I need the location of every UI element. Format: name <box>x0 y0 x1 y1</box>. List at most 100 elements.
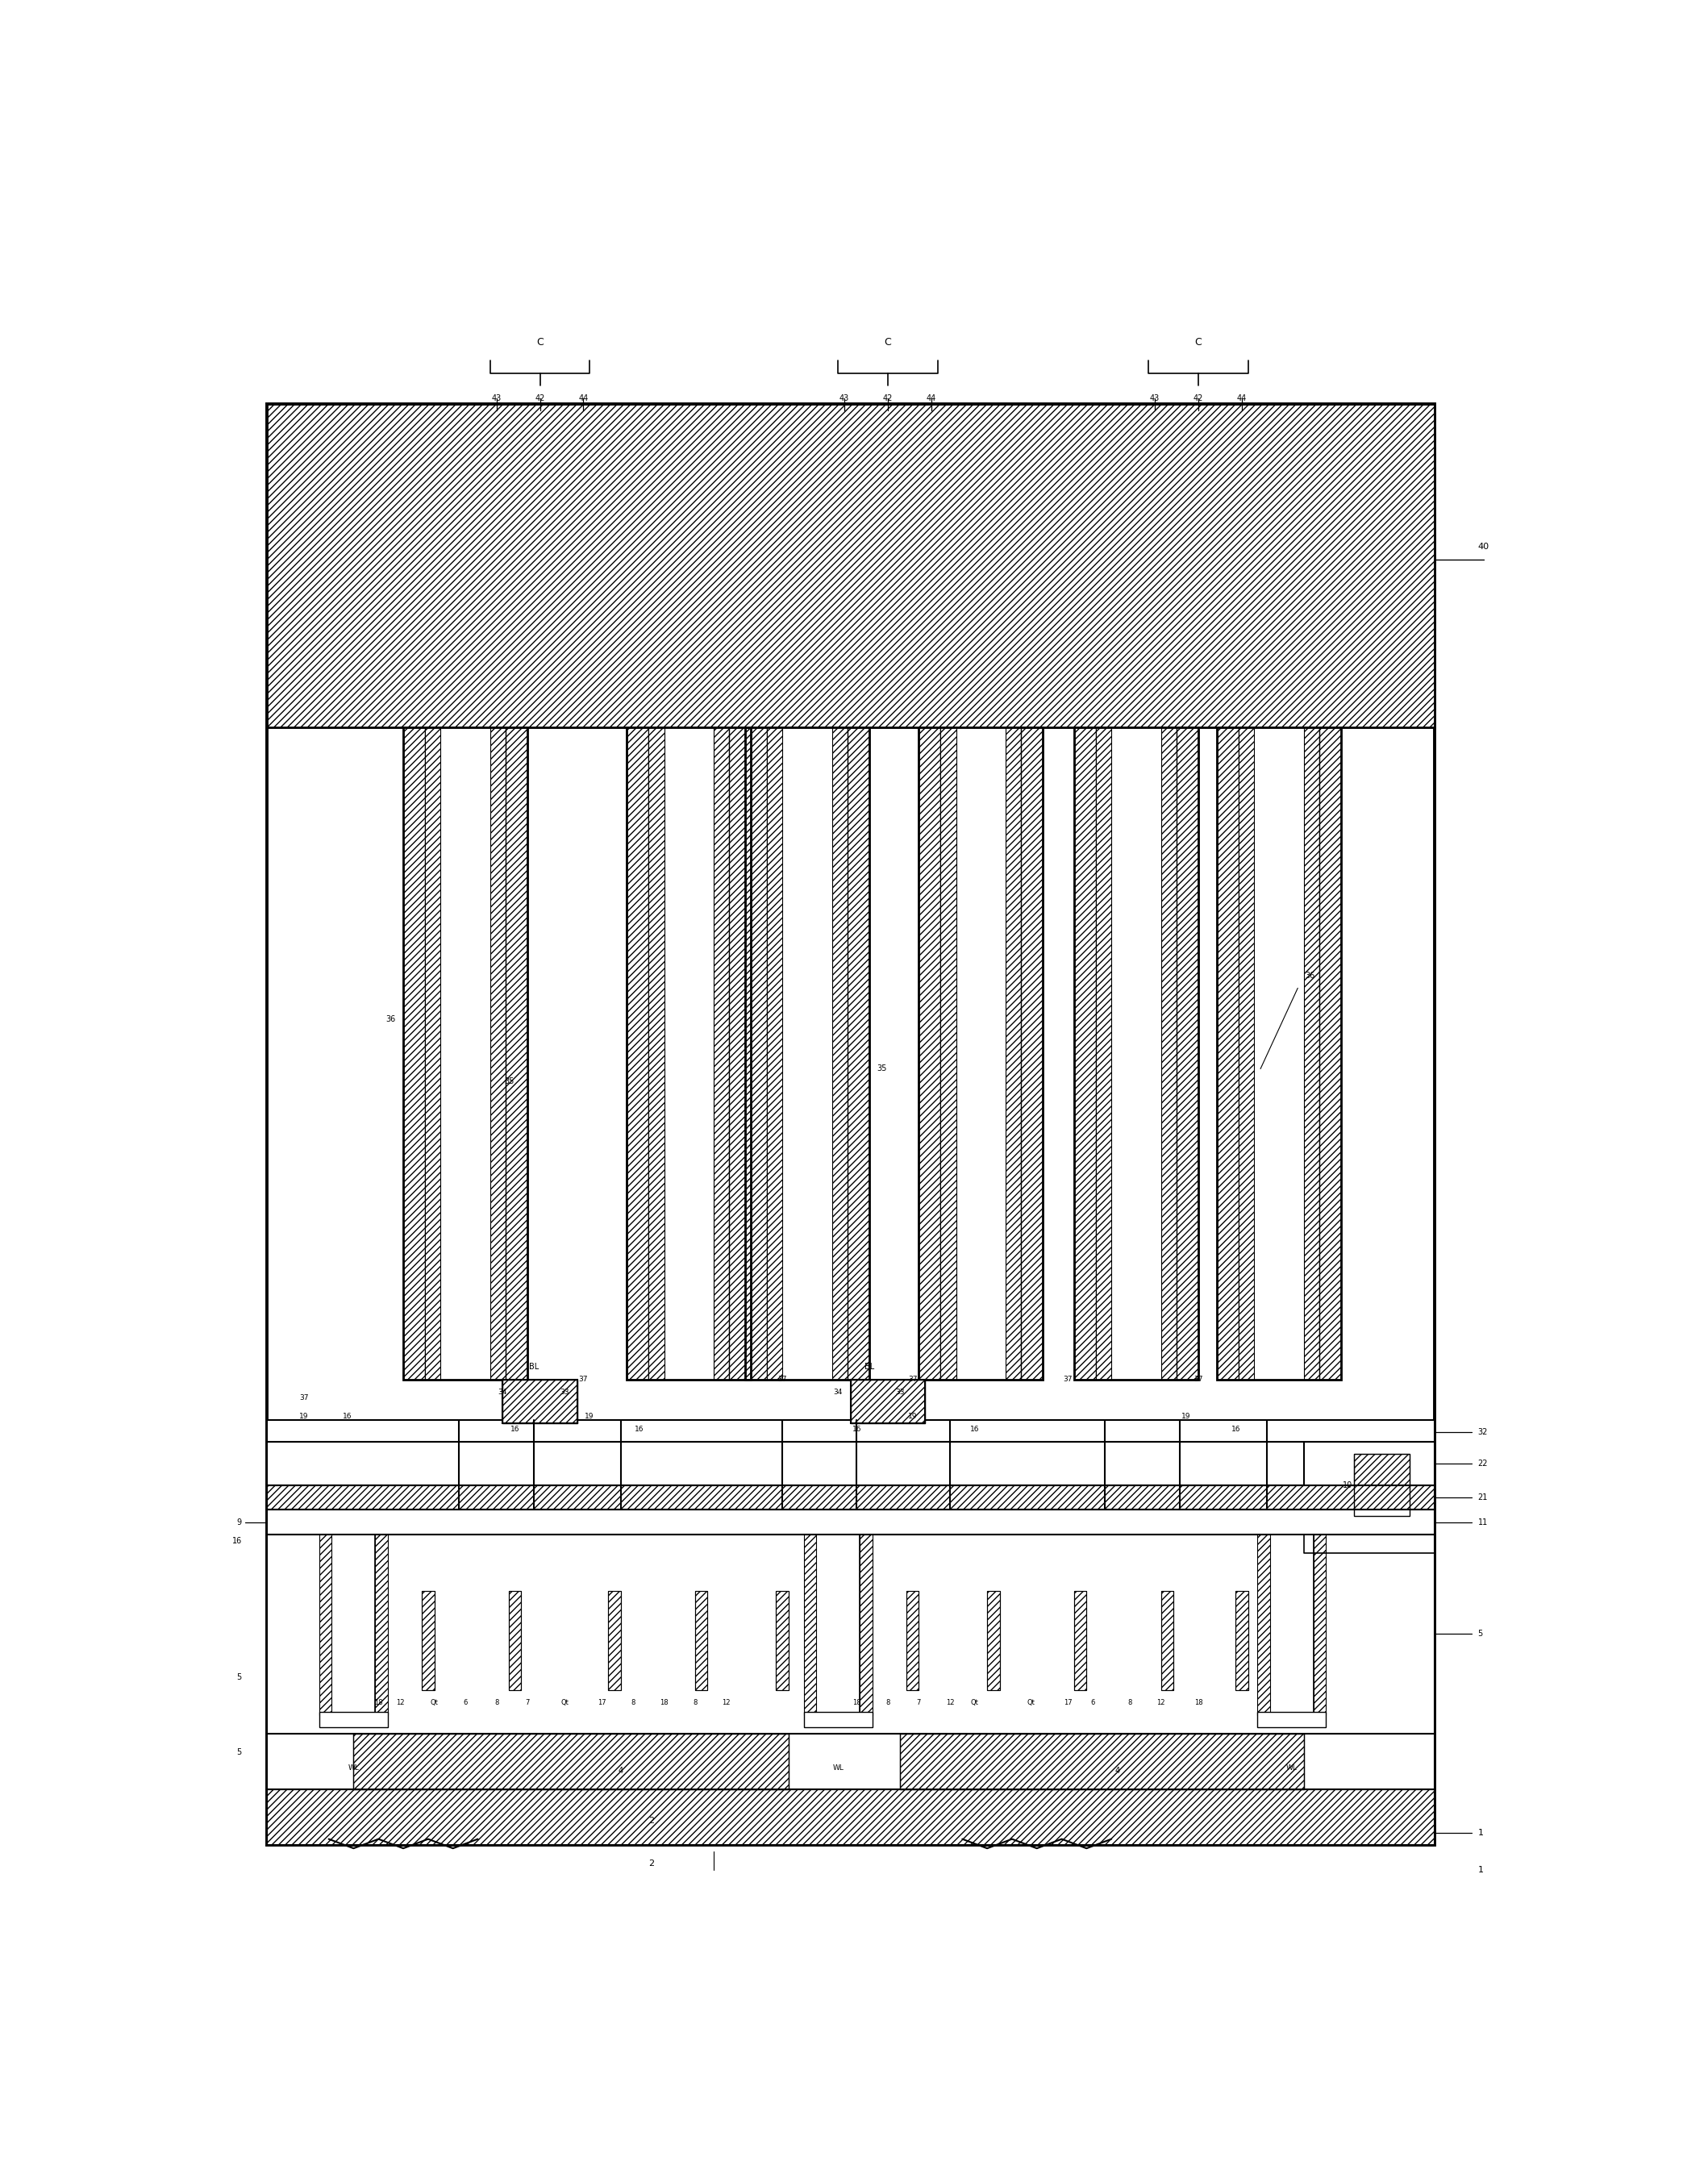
Text: 8: 8 <box>693 1699 697 1705</box>
Bar <box>266 1485 1435 1509</box>
Bar <box>987 1590 999 1690</box>
Bar <box>649 727 664 1379</box>
Text: 33: 33 <box>895 1387 905 1396</box>
Bar <box>851 1379 926 1422</box>
Text: 12: 12 <box>946 1699 955 1705</box>
Text: 1: 1 <box>1477 1867 1484 1873</box>
Bar <box>782 727 832 1379</box>
Text: 16: 16 <box>232 1538 243 1544</box>
Text: 17: 17 <box>1064 1699 1073 1705</box>
Text: 16: 16 <box>511 1424 519 1433</box>
Text: Qt: Qt <box>1027 1699 1035 1705</box>
Bar <box>1354 1455 1409 1516</box>
Bar <box>1303 1442 1435 1529</box>
Text: 44: 44 <box>579 394 588 403</box>
Bar <box>1177 727 1199 1379</box>
Bar <box>859 1535 873 1714</box>
Bar <box>627 727 649 1379</box>
Bar <box>907 1590 919 1690</box>
Text: 32: 32 <box>1477 1429 1488 1435</box>
Bar <box>1097 727 1112 1379</box>
Bar <box>1354 1455 1409 1516</box>
Text: 34: 34 <box>499 1387 507 1396</box>
Bar <box>266 405 1435 727</box>
Bar <box>266 1485 1435 1509</box>
Text: 5: 5 <box>237 1749 243 1755</box>
Bar <box>816 1535 859 1714</box>
Text: 18: 18 <box>374 1699 383 1705</box>
Bar <box>1074 727 1097 1379</box>
Bar <box>941 727 956 1379</box>
Text: 8: 8 <box>1127 1699 1132 1705</box>
Text: 6: 6 <box>1091 1699 1095 1705</box>
Bar <box>1269 1535 1313 1714</box>
Bar <box>1161 727 1177 1379</box>
Bar <box>1074 1590 1086 1690</box>
Bar <box>1218 727 1341 1379</box>
Bar <box>767 727 782 1379</box>
Bar <box>900 1734 1303 1790</box>
Text: 22: 22 <box>1477 1459 1488 1468</box>
Text: 1: 1 <box>1477 1830 1484 1836</box>
Text: 8: 8 <box>494 1699 499 1705</box>
Text: C: C <box>885 338 892 346</box>
Text: 44: 44 <box>926 394 936 403</box>
Text: 36: 36 <box>1305 971 1315 980</box>
Text: 37: 37 <box>777 1376 787 1383</box>
Bar <box>266 1509 1435 1535</box>
Text: 35: 35 <box>876 1065 886 1074</box>
Bar <box>1218 727 1238 1379</box>
Bar <box>266 1420 1435 1442</box>
Bar <box>266 405 1435 1845</box>
Bar <box>695 1590 707 1690</box>
Bar <box>422 1590 434 1690</box>
Text: Qt: Qt <box>560 1699 569 1705</box>
Bar <box>714 727 729 1379</box>
Bar <box>775 1590 789 1690</box>
Text: 19: 19 <box>1182 1414 1190 1420</box>
Bar <box>502 1379 577 1422</box>
Text: 8: 8 <box>886 1699 890 1705</box>
Bar <box>1021 727 1044 1379</box>
Text: 12: 12 <box>1156 1699 1165 1705</box>
Text: 8: 8 <box>630 1699 635 1705</box>
Text: 18: 18 <box>1194 1699 1202 1705</box>
Bar <box>745 727 767 1379</box>
Text: 43: 43 <box>839 394 849 403</box>
Text: 34: 34 <box>834 1387 842 1396</box>
Text: 18: 18 <box>852 1699 861 1705</box>
Bar <box>354 1734 789 1790</box>
Bar <box>425 727 441 1379</box>
Text: 10: 10 <box>1342 1481 1353 1490</box>
Text: 4: 4 <box>1115 1766 1120 1775</box>
Text: 35: 35 <box>504 1078 514 1085</box>
Bar <box>1235 1590 1249 1690</box>
Bar <box>1235 1590 1249 1690</box>
Bar <box>956 727 1006 1379</box>
Text: 4: 4 <box>618 1766 623 1775</box>
Bar <box>266 1790 1435 1845</box>
Bar <box>319 1535 331 1714</box>
Bar <box>847 727 869 1379</box>
Bar <box>608 1590 620 1690</box>
Text: 18: 18 <box>659 1699 668 1705</box>
Bar <box>1320 727 1341 1379</box>
Bar <box>1074 727 1199 1379</box>
Text: BL: BL <box>529 1363 538 1370</box>
Text: 7: 7 <box>526 1699 529 1705</box>
Text: 6: 6 <box>463 1699 468 1705</box>
Bar <box>907 1590 919 1690</box>
Bar <box>608 1590 620 1690</box>
Bar <box>775 1590 789 1690</box>
Text: 21: 21 <box>1477 1494 1488 1501</box>
Bar <box>664 727 714 1379</box>
Bar <box>266 1442 1435 1485</box>
Text: 11: 11 <box>1477 1518 1488 1527</box>
Text: 7: 7 <box>917 1699 921 1705</box>
Text: 42: 42 <box>1194 394 1204 403</box>
Bar <box>266 1790 1435 1845</box>
Text: 16: 16 <box>1231 1424 1240 1433</box>
Text: WL: WL <box>348 1764 359 1771</box>
Text: 37: 37 <box>909 1376 917 1383</box>
Text: 12: 12 <box>722 1699 731 1705</box>
